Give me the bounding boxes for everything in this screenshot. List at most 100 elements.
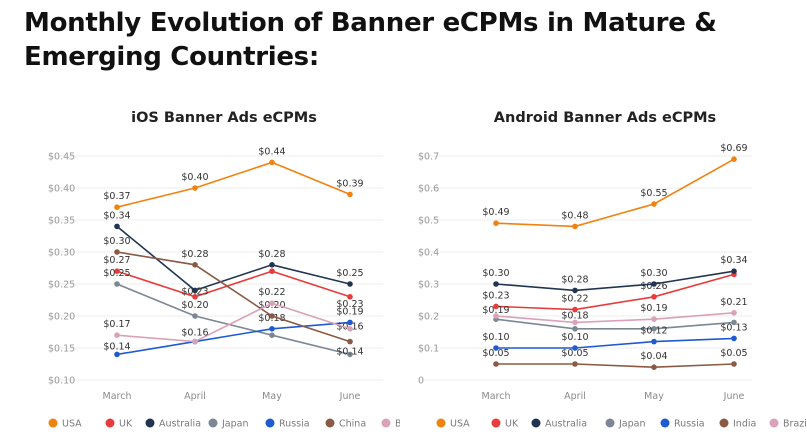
android-point-uk xyxy=(651,294,657,300)
ios-xtick-label: April xyxy=(184,391,206,402)
android-data-label: $0.05 xyxy=(720,348,747,359)
ios-chart: iOS Banner Ads eCPMs $0.10 $0.15 $0.20 $0.25… xyxy=(48,110,400,430)
page-title: Monthly Evolution of Banner eCPMs in Mat… xyxy=(24,8,717,72)
android-series-line-russia xyxy=(496,337,735,349)
android-point-india xyxy=(731,361,737,367)
android-point-uk xyxy=(493,303,499,310)
ios-ytick-label: $0.40 xyxy=(48,184,75,195)
ios-point-australia xyxy=(192,287,198,294)
android-data-label: $0.19 xyxy=(640,303,667,314)
android-point-russia xyxy=(731,335,737,342)
ios-data-label: $0.14 xyxy=(103,341,130,352)
android-data-label: $0.69 xyxy=(720,143,747,154)
android-point-usa xyxy=(731,156,737,162)
android-data-label: $0.22 xyxy=(561,294,588,305)
android-legend-label: USA xyxy=(450,419,470,430)
android-data-label: $0.48 xyxy=(561,210,588,221)
ios-legend-marker-uk xyxy=(105,418,115,428)
ios-point-china xyxy=(269,313,275,319)
ios-ytick-label: $0.45 xyxy=(48,152,75,163)
ios-xtick-label: May xyxy=(262,391,282,402)
android-data-label: $0.05 xyxy=(482,348,509,359)
android-ytick-label: 0 xyxy=(418,376,424,387)
ios-legend-marker-australia xyxy=(145,418,155,428)
android-ytick-label: $0.2 xyxy=(418,312,439,323)
ios-data-label: $0.37 xyxy=(103,191,130,202)
android-point-australia xyxy=(651,281,657,287)
android-point-india xyxy=(572,361,578,367)
ios-point-uk xyxy=(192,294,198,300)
android-point-uk xyxy=(572,306,578,313)
ios-data-label: $0.16 xyxy=(181,328,208,339)
android-point-australia xyxy=(572,287,578,294)
android-chart: Android Banner Ads eCPMs 0 $0.1 $0.2 $0.3 $0.… xyxy=(418,110,807,430)
android-data-label: $0.05 xyxy=(561,348,588,359)
ios-data-label: $0.40 xyxy=(181,172,208,183)
ios-series-line-usa xyxy=(116,161,351,208)
android-data-label: $0.21 xyxy=(720,297,747,308)
android-legend-marker-brazil xyxy=(769,418,779,428)
android-legend-label: UK xyxy=(505,419,519,430)
ios-data-label: $0.28 xyxy=(258,249,285,260)
ios-ytick-label: $0.30 xyxy=(48,248,75,259)
ios-data-label: $0.28 xyxy=(181,249,208,260)
android-chart-title: Android Banner Ads eCPMs xyxy=(494,110,716,126)
android-ytick-label: $0.5 xyxy=(418,216,439,227)
ios-point-usa xyxy=(114,204,120,210)
android-data-label: $0.28 xyxy=(561,274,588,285)
ios-data-label: $0.23 xyxy=(181,286,208,297)
ios-data-label: $0.20 xyxy=(181,300,208,311)
android-point-japan xyxy=(572,326,578,332)
ios-data-label: $0.14 xyxy=(336,346,363,357)
android-data-label: $0.12 xyxy=(640,326,667,337)
android-series-line-uk xyxy=(495,273,735,311)
android-ytick-label: $0.1 xyxy=(418,344,439,355)
ios-legend-label: Australia xyxy=(159,419,201,430)
android-point-russia xyxy=(493,345,499,351)
ios-point-australia xyxy=(114,223,120,230)
android-point-australia xyxy=(493,281,499,287)
android-point-brazil xyxy=(572,319,578,326)
ios-legend-label: Japan xyxy=(221,419,249,430)
android-legend-label: Australia xyxy=(545,419,587,430)
android-legend-marker-russia xyxy=(660,418,670,428)
ios-point-uk xyxy=(269,268,275,274)
android-legend-label: Japan xyxy=(618,419,646,430)
ios-data-label: $0.25 xyxy=(103,268,130,279)
ios-ytick-label: $0.35 xyxy=(48,216,75,227)
android-data-label: $0.55 xyxy=(640,188,667,199)
android-data-label: $0.10 xyxy=(561,332,588,343)
ios-ytick-label: $0.25 xyxy=(48,280,75,291)
android-legend-label: Russia xyxy=(674,419,705,430)
android-point-india xyxy=(493,361,499,367)
ios-point-australia xyxy=(347,281,353,287)
android-series-line-japan xyxy=(495,318,735,330)
ios-legend-marker-usa xyxy=(48,418,58,428)
ios-point-japan xyxy=(114,281,120,287)
android-xtick-label: March xyxy=(482,391,511,402)
android-xtick-label: May xyxy=(644,391,664,402)
ios-legend-marker-russia xyxy=(265,418,275,428)
ios-legend-label: Russia xyxy=(279,419,310,430)
android-legend-marker-usa xyxy=(436,418,446,428)
ios-point-japan xyxy=(269,332,275,338)
ios-point-usa xyxy=(269,159,275,166)
ios-point-russia xyxy=(114,351,120,358)
ios-data-label: $0.23 xyxy=(336,299,363,310)
android-series-line-usa xyxy=(495,158,735,228)
ios-legend-label: China xyxy=(339,419,366,430)
ios-point-japan xyxy=(192,313,198,319)
ios-point-brazil xyxy=(269,300,275,306)
ios-ytick-label: $0.20 xyxy=(48,312,75,323)
android-ytick-label: $0.3 xyxy=(418,280,439,291)
ios-point-brazil xyxy=(347,326,353,332)
ios-point-japan xyxy=(347,351,353,358)
ios-legend-label: UK xyxy=(119,419,133,430)
ios-series-line-china xyxy=(116,251,351,343)
android-series-line-australia xyxy=(495,270,735,292)
android-data-label: $0.34 xyxy=(720,255,747,266)
android-legend-label: India xyxy=(733,419,756,430)
ios-legend-label: Brazil xyxy=(395,419,400,430)
android-ytick-label: $0.4 xyxy=(418,248,439,259)
android-legend-marker-japan xyxy=(605,418,615,428)
